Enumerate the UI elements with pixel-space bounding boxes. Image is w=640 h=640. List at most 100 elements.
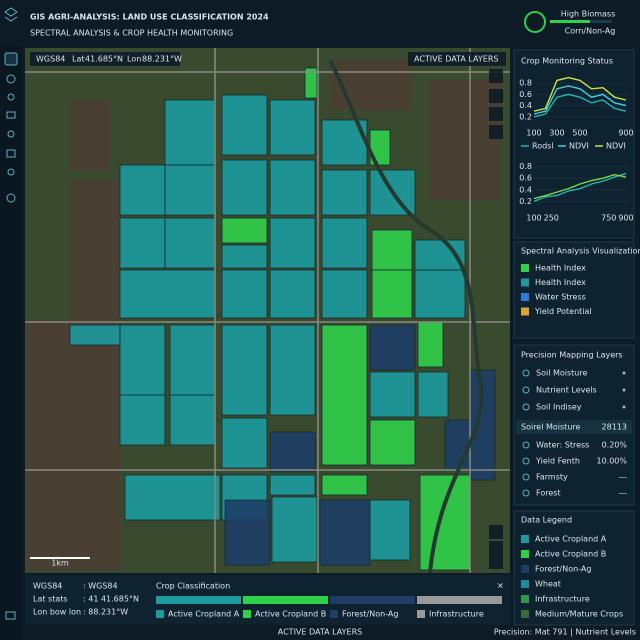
field bbox=[69, 324, 121, 346]
label: Health Index bbox=[535, 278, 586, 287]
label: Water Stress bbox=[535, 293, 586, 302]
metric-icon bbox=[522, 473, 530, 481]
label: : 88.231°W bbox=[83, 608, 128, 617]
field bbox=[417, 371, 449, 418]
swatch bbox=[521, 307, 529, 316]
series-line bbox=[533, 85, 627, 115]
side-panel bbox=[513, 49, 635, 239]
x-tick-label: 100 bbox=[526, 214, 541, 223]
label: Health Index bbox=[535, 264, 586, 273]
scale-label: 1km bbox=[51, 559, 69, 568]
layer-toggle[interactable] bbox=[622, 405, 626, 409]
field bbox=[119, 269, 216, 319]
swatch bbox=[521, 264, 529, 272]
label: : WGS84 bbox=[83, 582, 118, 591]
label: 88.231°W bbox=[142, 55, 182, 64]
x-tick-label: 900 bbox=[618, 214, 633, 223]
field bbox=[321, 324, 368, 466]
layers-button[interactable] bbox=[408, 52, 506, 66]
metric-icon bbox=[522, 457, 530, 465]
label: Soirel Moisture bbox=[521, 423, 581, 432]
label: Soil Moisture bbox=[536, 369, 587, 378]
label: 10.00% bbox=[596, 457, 627, 466]
terrain bbox=[25, 320, 120, 570]
label: Medium/Mature Crops bbox=[535, 610, 623, 619]
map-control[interactable] bbox=[489, 525, 503, 539]
label: 28113 bbox=[602, 423, 627, 432]
field bbox=[221, 417, 268, 469]
label: Active Cropland A bbox=[535, 535, 607, 544]
legend-label: NDVI bbox=[606, 142, 626, 151]
field bbox=[269, 99, 316, 156]
label: --- bbox=[618, 489, 627, 498]
field bbox=[269, 431, 316, 473]
layer-toggle[interactable] bbox=[622, 388, 626, 392]
swatch bbox=[243, 610, 251, 618]
badge-label: High Biomass bbox=[561, 10, 616, 19]
series-line bbox=[533, 76, 627, 112]
series-line bbox=[533, 173, 627, 200]
label: Lon bow lon bbox=[33, 608, 81, 617]
label: Infrastructure bbox=[535, 595, 590, 604]
label: Nutrient Levels bbox=[536, 386, 597, 395]
label: Active Cropland A bbox=[168, 610, 240, 619]
field bbox=[269, 159, 316, 216]
field bbox=[271, 496, 318, 563]
field bbox=[269, 269, 316, 319]
map-control[interactable] bbox=[489, 541, 503, 555]
swatch bbox=[521, 535, 529, 543]
x-tick-label: 900 bbox=[618, 129, 633, 138]
label: WGS84 bbox=[36, 55, 65, 64]
field bbox=[124, 474, 221, 521]
map-control[interactable] bbox=[489, 555, 503, 569]
class-bar bbox=[156, 596, 241, 604]
map-control[interactable] bbox=[489, 107, 503, 121]
label: WGS84 bbox=[33, 582, 62, 591]
badge-ring bbox=[524, 11, 546, 33]
field bbox=[269, 324, 316, 416]
map-control[interactable] bbox=[489, 69, 503, 83]
label: Yield Potential bbox=[534, 307, 592, 316]
field bbox=[169, 324, 216, 396]
y-tick-label: 0.6 bbox=[519, 90, 532, 99]
field bbox=[119, 164, 166, 216]
map-control[interactable] bbox=[489, 89, 503, 103]
badge-sublabel: Corn/Non-Ag bbox=[565, 27, 616, 36]
x-tick-label: 100 bbox=[526, 129, 541, 138]
label: Infrastructure bbox=[429, 610, 484, 619]
field bbox=[269, 217, 316, 269]
panel-title: Precision Mapping Layers bbox=[521, 351, 623, 360]
field bbox=[444, 419, 471, 471]
page-title: GIS AGRI-ANALYSIS: LAND USE CLASSIFICATI… bbox=[30, 13, 269, 22]
class-bar bbox=[243, 596, 328, 604]
field bbox=[164, 217, 216, 269]
swatch bbox=[521, 580, 529, 588]
field bbox=[221, 94, 268, 156]
swatch bbox=[521, 550, 529, 558]
swatch bbox=[521, 565, 529, 573]
field bbox=[369, 499, 411, 561]
field bbox=[164, 99, 216, 166]
panel-title: Data Legend bbox=[521, 516, 572, 525]
x-tick-label: 500 bbox=[572, 129, 587, 138]
label: Lat bbox=[72, 55, 85, 64]
label: : 41 41.685°N bbox=[83, 595, 139, 604]
field bbox=[164, 164, 216, 216]
label: Forest bbox=[536, 489, 561, 498]
x-tick-label: 250 bbox=[544, 214, 559, 223]
close-button[interactable]: ✕ bbox=[497, 582, 504, 591]
field bbox=[304, 67, 318, 99]
map-control[interactable] bbox=[489, 125, 503, 139]
label: ACTIVE DATA LAYERS bbox=[278, 628, 362, 637]
field bbox=[221, 269, 268, 319]
field bbox=[169, 394, 216, 446]
side-panel bbox=[513, 510, 635, 626]
layer-toggle[interactable] bbox=[622, 371, 626, 375]
side-panel bbox=[513, 241, 635, 339]
y-tick-label: 0.2 bbox=[519, 197, 532, 206]
swatch bbox=[156, 610, 164, 618]
field bbox=[269, 474, 316, 496]
layer-icon bbox=[522, 369, 530, 377]
field bbox=[321, 217, 368, 269]
